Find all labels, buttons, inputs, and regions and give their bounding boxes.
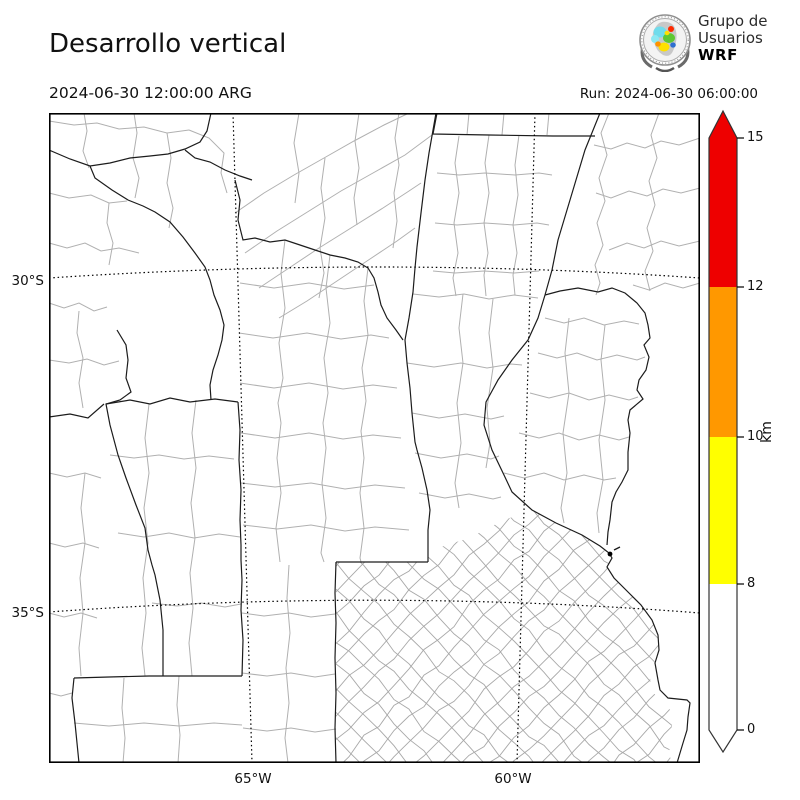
colorbar-segment-yellow	[709, 437, 737, 584]
colorbar-tick-12: 12	[747, 279, 764, 294]
map-frame	[49, 113, 700, 763]
graticule-lines	[49, 113, 700, 763]
valid-datetime: 2024-06-30 12:00:00 ARG	[49, 84, 252, 102]
logo-line-1: Grupo de	[698, 12, 768, 30]
lon-label-65w: 65°W	[234, 771, 272, 787]
parallel-30s	[49, 266, 700, 279]
colorbar-tick-0: 0	[747, 722, 756, 737]
model-run-datetime: Run: 2024-06-30 06:00:00	[579, 86, 758, 102]
colorbar-segment-white	[709, 584, 737, 730]
page-title: Desarrollo vertical	[49, 29, 287, 59]
colorbar-tick-10: 10	[747, 429, 764, 444]
province-boundaries	[49, 113, 691, 763]
meridian-65w	[232, 113, 253, 763]
wrf-logo-icon	[634, 8, 696, 72]
colorbar-segment-orange	[709, 287, 737, 437]
colorbar-tick-8: 8	[747, 576, 756, 591]
logo-line-3: WRF	[698, 46, 738, 64]
colorbar-unit-label: km	[759, 421, 775, 443]
colorbar-segment-red	[709, 138, 737, 287]
lon-label-60w: 60°W	[494, 771, 532, 787]
parallel-35s	[49, 599, 700, 614]
lat-label-35s: 35°S	[11, 605, 45, 621]
logo-line-2: Usuarios	[698, 29, 763, 47]
department-boundaries	[49, 113, 700, 763]
lat-label-30s: 30°S	[11, 273, 45, 289]
colorbar	[700, 100, 800, 770]
meridian-60w	[516, 113, 536, 763]
colorbar-top-arrow	[709, 111, 737, 138]
map-canvas	[49, 113, 700, 763]
map-panel	[49, 113, 700, 763]
buenos-aires-partido-mesh	[336, 510, 673, 763]
colorbar-tick-15: 15	[747, 130, 764, 145]
colorbar-bottom-arrow	[709, 730, 737, 752]
logo-caption: Grupo de Usuarios WRF	[698, 13, 768, 64]
